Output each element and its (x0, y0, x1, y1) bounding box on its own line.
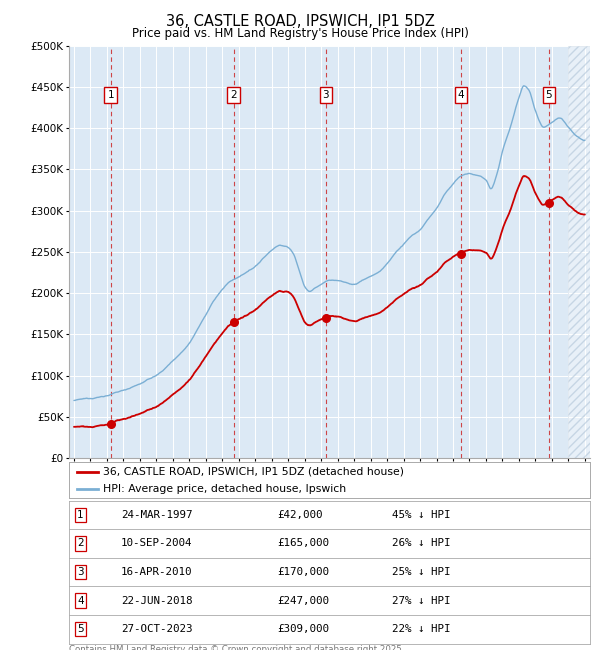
Text: 36, CASTLE ROAD, IPSWICH, IP1 5DZ (detached house): 36, CASTLE ROAD, IPSWICH, IP1 5DZ (detac… (103, 467, 404, 477)
Text: 3: 3 (323, 90, 329, 100)
Text: 2: 2 (77, 538, 84, 549)
Text: 16-APR-2010: 16-APR-2010 (121, 567, 193, 577)
Text: Contains HM Land Registry data © Crown copyright and database right 2025.
This d: Contains HM Land Registry data © Crown c… (69, 645, 404, 650)
Text: 5: 5 (545, 90, 552, 100)
Text: 26% ↓ HPI: 26% ↓ HPI (392, 538, 451, 549)
Text: 4: 4 (77, 595, 84, 606)
Text: 10-SEP-2004: 10-SEP-2004 (121, 538, 193, 549)
Text: £42,000: £42,000 (277, 510, 323, 520)
Bar (568, 46, 600, 458)
Text: 1: 1 (107, 90, 114, 100)
Text: £165,000: £165,000 (277, 538, 329, 549)
Text: Price paid vs. HM Land Registry's House Price Index (HPI): Price paid vs. HM Land Registry's House … (131, 27, 469, 40)
Text: £170,000: £170,000 (277, 567, 329, 577)
Text: 1: 1 (77, 510, 84, 520)
Text: 27% ↓ HPI: 27% ↓ HPI (392, 595, 451, 606)
Text: 45% ↓ HPI: 45% ↓ HPI (392, 510, 451, 520)
Text: 3: 3 (77, 567, 84, 577)
Text: 5: 5 (77, 624, 84, 634)
Text: 24-MAR-1997: 24-MAR-1997 (121, 510, 193, 520)
Text: 27-OCT-2023: 27-OCT-2023 (121, 624, 193, 634)
Text: 22-JUN-2018: 22-JUN-2018 (121, 595, 193, 606)
Text: £247,000: £247,000 (277, 595, 329, 606)
Text: 2: 2 (230, 90, 237, 100)
Text: HPI: Average price, detached house, Ipswich: HPI: Average price, detached house, Ipsw… (103, 484, 346, 494)
Text: 22% ↓ HPI: 22% ↓ HPI (392, 624, 451, 634)
Text: £309,000: £309,000 (277, 624, 329, 634)
Text: 4: 4 (457, 90, 464, 100)
Text: 25% ↓ HPI: 25% ↓ HPI (392, 567, 451, 577)
Text: 36, CASTLE ROAD, IPSWICH, IP1 5DZ: 36, CASTLE ROAD, IPSWICH, IP1 5DZ (166, 14, 434, 29)
